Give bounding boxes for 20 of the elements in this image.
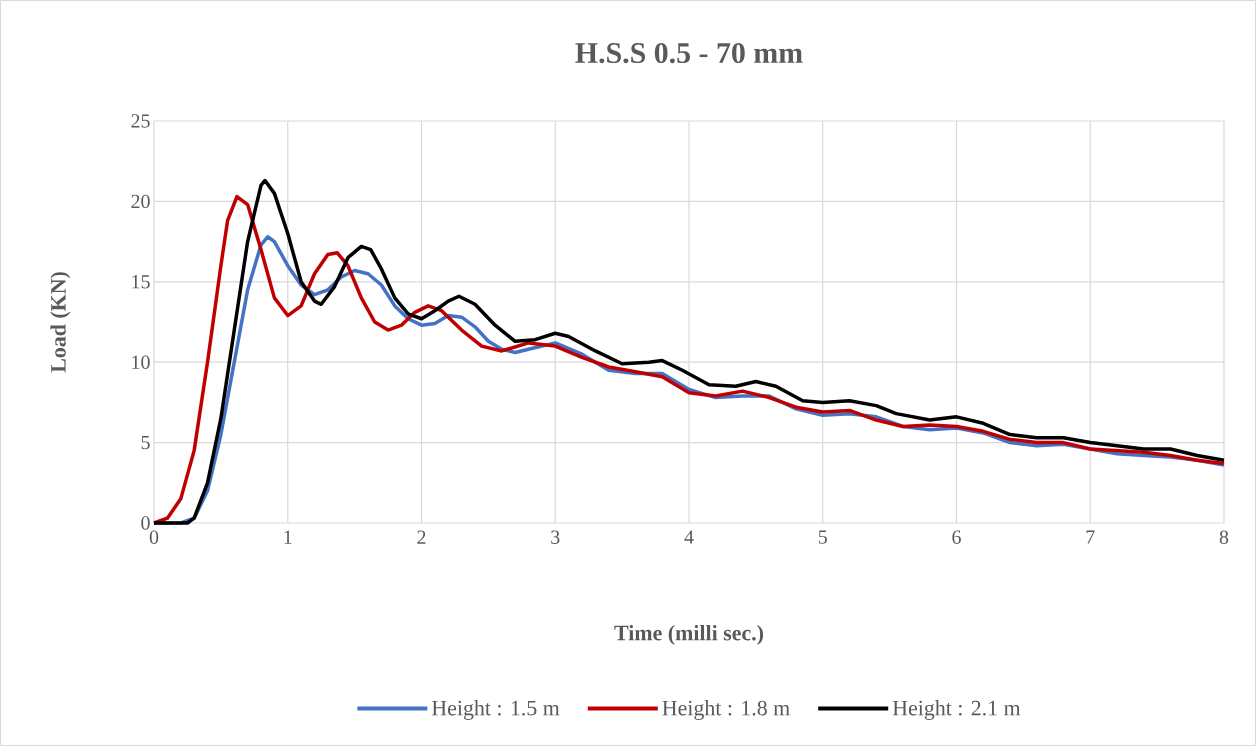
x-tick-label: 1 [284, 530, 292, 544]
y-tick-label: 20 [131, 194, 150, 209]
x-tick-label: 7 [1086, 530, 1095, 544]
chart-title: H.S.S 0.5 - 70 mm [575, 42, 803, 64]
x-tick-label: 5 [818, 530, 827, 544]
x-tick-label: 2 [417, 530, 426, 544]
y-tick-label: 25 [131, 114, 150, 128]
x-axis-title: Time (milli sec.) [614, 625, 764, 645]
y-tick-label: 15 [132, 275, 150, 289]
x-tick-label: 4 [684, 530, 694, 544]
y-tick-label: 5 [141, 435, 150, 450]
legend-label: Height : 1.5 m [431, 700, 560, 720]
y-tick-label: 0 [141, 516, 150, 530]
legend-label: Height : 2.1 m [892, 700, 1021, 720]
legend-label: Height : 1.8 m [662, 700, 790, 720]
y-axis-title: Load (KN) [50, 272, 71, 373]
x-tick-label: 3 [551, 530, 560, 544]
x-tick-label: 6 [952, 530, 961, 544]
x-tick-label: 8 [1219, 530, 1229, 544]
y-tick-label: 10 [132, 355, 150, 369]
